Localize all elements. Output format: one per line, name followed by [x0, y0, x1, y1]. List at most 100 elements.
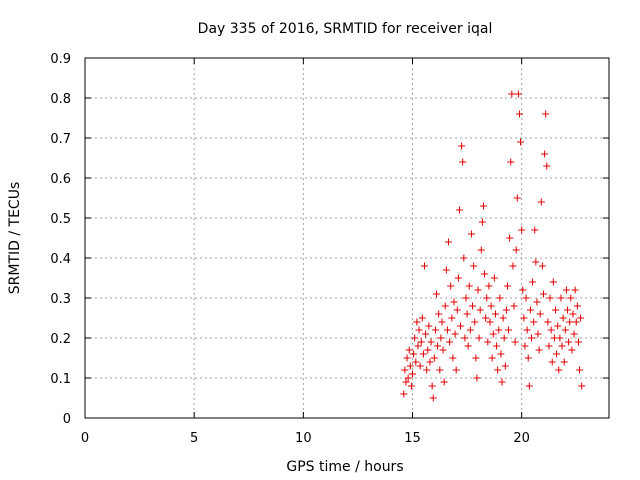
- data-point: [531, 226, 539, 234]
- data-point: [495, 326, 503, 334]
- data-point: [513, 194, 521, 202]
- x-tick-label: 5: [190, 431, 198, 446]
- data-point: [403, 354, 411, 362]
- data-point: [406, 362, 414, 370]
- data-point: [485, 282, 493, 290]
- data-point: [460, 254, 468, 262]
- data-point: [576, 366, 584, 374]
- data-point: [543, 162, 551, 170]
- data-point: [502, 306, 510, 314]
- data-point: [407, 382, 415, 390]
- data-point: [497, 350, 505, 358]
- data-point: [457, 322, 465, 330]
- data-point: [463, 310, 471, 318]
- data-point: [493, 342, 501, 350]
- data-point: [411, 334, 419, 342]
- data-point: [547, 326, 555, 334]
- y-tick-label: 0.7: [50, 132, 71, 147]
- data-point: [486, 318, 494, 326]
- data-point: [534, 330, 542, 338]
- data-point: [459, 158, 467, 166]
- data-point: [418, 314, 426, 322]
- data-point: [537, 198, 545, 206]
- data-point: [545, 342, 553, 350]
- data-point: [429, 394, 437, 402]
- data-point: [434, 342, 442, 350]
- data-point: [490, 274, 498, 282]
- y-tick-label: 0.8: [50, 92, 71, 107]
- data-point: [423, 366, 431, 374]
- data-point: [509, 262, 517, 270]
- data-point: [477, 246, 485, 254]
- marks-layer: [400, 90, 586, 402]
- data-point: [538, 262, 546, 270]
- data-point: [558, 342, 566, 350]
- data-point: [438, 318, 446, 326]
- data-point: [443, 326, 451, 334]
- plot-frame: [84, 57, 610, 419]
- data-point: [482, 314, 490, 322]
- data-point: [417, 338, 425, 346]
- x-tick-label: 10: [295, 431, 312, 446]
- data-point: [532, 258, 540, 266]
- data-point: [526, 306, 534, 314]
- data-point: [454, 274, 462, 282]
- chart-title: Day 335 of 2016, SRMTID for receiver iqa…: [198, 21, 493, 37]
- data-point: [527, 334, 535, 342]
- data-point: [422, 330, 430, 338]
- data-point: [540, 290, 547, 298]
- data-point: [466, 326, 474, 334]
- y-tick-label: 0.2: [50, 332, 71, 347]
- data-point: [445, 238, 453, 246]
- data-point: [440, 378, 448, 386]
- data-point: [494, 366, 502, 374]
- data-point: [512, 246, 520, 254]
- data-point: [487, 302, 495, 310]
- y-tick-label: 0: [63, 412, 71, 427]
- data-point: [505, 326, 513, 334]
- data-point: [573, 302, 581, 310]
- data-point: [571, 286, 579, 294]
- data-point: [519, 286, 527, 294]
- data-point: [557, 294, 565, 302]
- data-point: [453, 306, 461, 314]
- data-point: [507, 158, 515, 166]
- data-point: [541, 150, 549, 158]
- data-point: [515, 110, 523, 118]
- data-point: [510, 302, 518, 310]
- data-point: [424, 346, 432, 354]
- data-point: [499, 314, 507, 322]
- data-point: [533, 298, 541, 306]
- data-point: [569, 310, 577, 318]
- data-point: [524, 354, 532, 362]
- data-point: [414, 342, 422, 350]
- data-point: [574, 338, 582, 346]
- data-point: [530, 318, 538, 326]
- data-point: [484, 338, 492, 346]
- data-point: [520, 314, 528, 322]
- grid-layer: [85, 58, 609, 418]
- data-point: [559, 314, 567, 322]
- data-point: [488, 354, 496, 362]
- data-point: [566, 318, 574, 326]
- data-point: [472, 354, 480, 362]
- y-axis-label: SRMTID / TECUs: [7, 182, 23, 295]
- data-point: [498, 378, 506, 386]
- data-point: [562, 286, 570, 294]
- data-point: [475, 334, 483, 342]
- data-point: [437, 334, 445, 342]
- data-point: [567, 294, 575, 302]
- data-point: [578, 382, 586, 390]
- data-point: [556, 334, 564, 342]
- data-point: [506, 234, 514, 242]
- data-point: [548, 358, 556, 366]
- data-point: [471, 318, 479, 326]
- data-point: [572, 318, 580, 326]
- data-point: [436, 366, 444, 374]
- data-point: [430, 354, 438, 362]
- data-point: [439, 346, 447, 354]
- data-point: [577, 314, 585, 322]
- data-point: [464, 342, 472, 350]
- data-point: [518, 226, 526, 234]
